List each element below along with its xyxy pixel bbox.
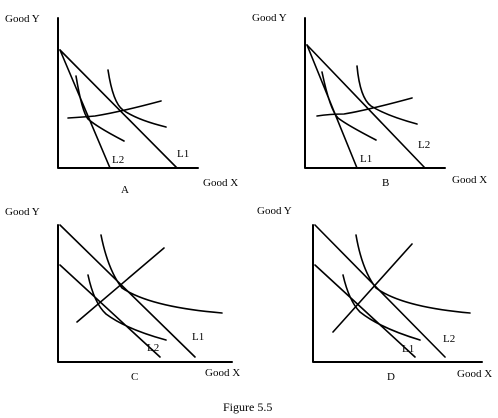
panel-c-axes	[57, 224, 233, 363]
panel-d-budget-label-l2: L2	[443, 333, 455, 345]
panel-b-letter: B	[382, 177, 389, 189]
panel-b-indifference-curve-higher	[356, 65, 418, 125]
panel-d-x-axis-label: Good X	[457, 368, 492, 380]
panel-a-budget-line-l1	[59, 49, 178, 169]
panel-b	[304, 17, 446, 169]
panel-d-indifference-curve-higher	[355, 234, 471, 314]
panel-b-income-consumption-curve	[316, 97, 413, 117]
panel-d-letter: D	[387, 371, 395, 383]
panel-a-budget-label-l1: L1	[177, 148, 189, 160]
panel-b-indifference-curve-lower	[321, 71, 377, 141]
panel-b-budget-label-l1: L1	[360, 153, 372, 165]
panel-d-budget-line-l1	[314, 264, 416, 358]
panel-c-budget-label-l1: L1	[192, 331, 204, 343]
panel-b-x-axis-label: Good X	[452, 174, 487, 186]
panel-d-y-axis-label: Good Y	[257, 205, 292, 217]
panel-c-indifference-curve-lower	[87, 274, 167, 341]
panel-c-income-consumption-curve	[76, 247, 165, 323]
panel-d-budget-label-l1: L1	[402, 343, 414, 355]
panel-a-budget-line-l2	[59, 49, 111, 169]
panel-d-axes	[312, 224, 483, 363]
panel-b-budget-label-l2: L2	[418, 139, 430, 151]
panel-c-letter: C	[131, 371, 138, 383]
panel-a	[57, 17, 199, 169]
panel-a-indifference-curve-higher	[107, 69, 167, 128]
panel-c-x-axis-label: Good X	[205, 367, 240, 379]
panel-a-budget-label-l2: L2	[112, 154, 124, 166]
panel-c-budget-line-l2	[59, 264, 161, 358]
panel-a-y-axis-label: Good Y	[5, 13, 40, 25]
panel-a-letter: A	[121, 184, 129, 196]
panel-b-axes	[304, 17, 446, 169]
panel-d-income-consumption-curve	[332, 243, 413, 333]
panel-c-budget-label-l2: L2	[147, 342, 159, 354]
panel-a-indifference-curve-lower	[75, 75, 125, 142]
figure-caption: Figure 5.5	[223, 400, 272, 414]
panel-c-y-axis-label: Good Y	[5, 206, 40, 218]
panel-d-indifference-curve-lower	[342, 274, 421, 341]
panel-a-x-axis-label: Good X	[203, 177, 238, 189]
panel-c-indifference-curve-higher	[100, 234, 223, 314]
panel-d	[312, 224, 483, 363]
panel-a-axes	[57, 17, 199, 169]
panel-b-budget-line-l2	[306, 44, 426, 169]
panel-a-income-consumption-curve	[67, 100, 162, 119]
panel-c	[57, 224, 233, 363]
panel-b-y-axis-label: Good Y	[252, 12, 287, 24]
